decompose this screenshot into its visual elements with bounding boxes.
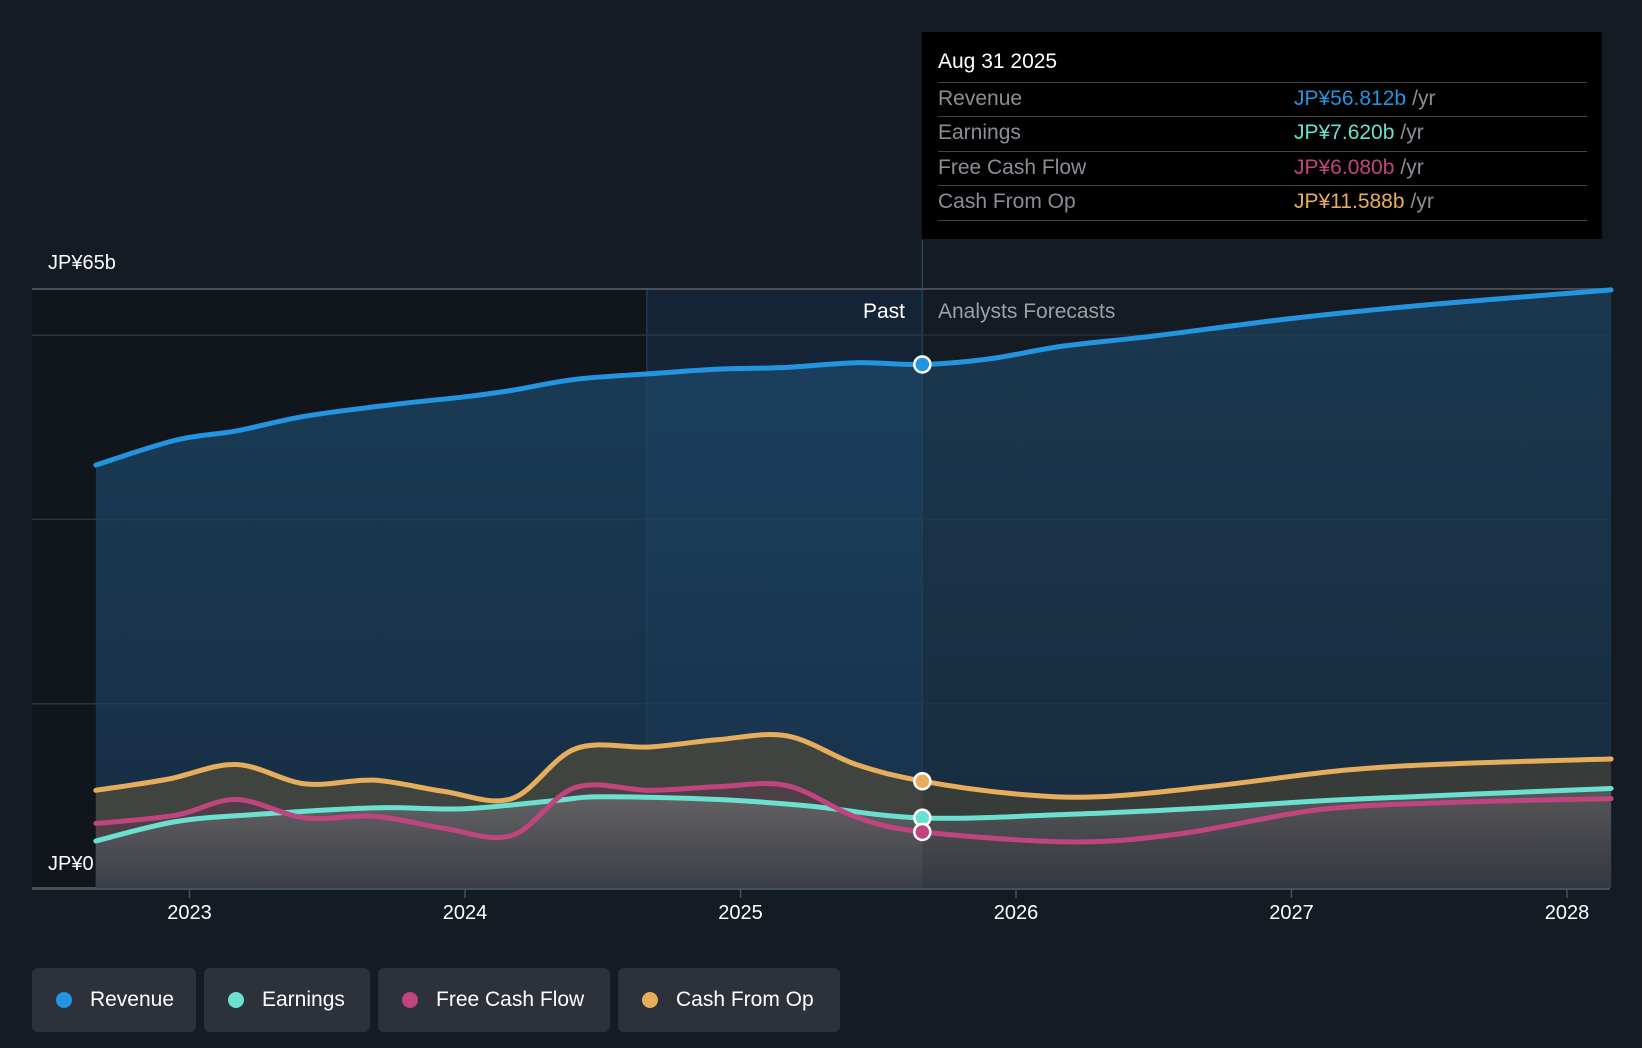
- legend-dot-icon: [56, 992, 72, 1008]
- tooltip-value: JP¥7.620b: [1294, 121, 1395, 144]
- marker-cash-from-op: [913, 771, 932, 791]
- legend-item-revenue[interactable]: Revenue: [32, 968, 196, 1032]
- legend-item-earnings[interactable]: Earnings: [204, 968, 370, 1032]
- legend: Revenue Earnings Free Cash Flow Cash Fro…: [32, 968, 840, 1032]
- legend-label: Free Cash Flow: [436, 988, 585, 1011]
- legend-item-cash-from-op[interactable]: Cash From Op: [618, 968, 840, 1032]
- x-tick-label: 2027: [1269, 902, 1314, 924]
- tooltip-label: Earnings: [938, 121, 1021, 144]
- line-revenue: [93, 287, 1614, 468]
- forecast-label: Analysts Forecasts: [938, 300, 1116, 323]
- forecast-region: [922, 289, 1612, 888]
- marker-revenue: [913, 355, 932, 374]
- x-tick-label: 2025: [718, 902, 763, 924]
- tooltip-unit: /yr: [1400, 156, 1424, 179]
- line-earnings: [93, 785, 1614, 844]
- x-tick-label: 2023: [167, 902, 212, 924]
- tooltip-unit: /yr: [1412, 87, 1436, 110]
- legend-item-free-cash-flow[interactable]: Free Cash Flow: [378, 968, 610, 1032]
- tooltip-unit: /yr: [1410, 190, 1434, 213]
- tooltip-row-revenue: Revenue JP¥56.812b/yr: [938, 82, 1587, 117]
- area-earnings: [95, 788, 1612, 888]
- line-cash-from-op: [93, 732, 1614, 804]
- past-label: Past: [862, 300, 905, 323]
- marker-free-cash-flow: [913, 822, 932, 842]
- tooltip-value: JP¥11.588b: [1294, 190, 1405, 213]
- tooltip-label: Cash From Op: [938, 190, 1076, 213]
- legend-label: Revenue: [89, 988, 174, 1011]
- x-axis: [32, 888, 1610, 898]
- tooltip-label: Revenue: [938, 87, 1023, 110]
- legend-label: Earnings: [262, 988, 345, 1011]
- legend-dot-icon: [642, 992, 658, 1008]
- y-axis-label-max: JP¥65b: [48, 252, 116, 274]
- line-free-cash-flow: [93, 781, 1614, 845]
- tooltip-row-free-cash-flow: Free Cash Flow JP¥6.080b/yr: [938, 151, 1587, 186]
- x-tick-label: 2028: [1544, 902, 1590, 924]
- legend-dot-icon: [228, 992, 244, 1008]
- legend-label: Cash From Op: [676, 988, 814, 1011]
- tooltip: Aug 31 2025 Revenue JP¥56.812b/yr Earnin…: [922, 32, 1602, 239]
- tooltip-row-earnings: Earnings JP¥7.620b/yr: [938, 116, 1587, 151]
- x-tick-label: 2024: [442, 902, 488, 924]
- tooltip-value: JP¥6.080b: [1294, 156, 1395, 179]
- tooltip-unit: /yr: [1400, 121, 1424, 144]
- tooltip-row-cash-from-op: Cash From Op JP¥11.588b/yr: [938, 185, 1587, 221]
- x-tick-label: 2026: [993, 902, 1039, 924]
- area-revenue: [95, 289, 1612, 889]
- legend-dot-icon: [402, 992, 418, 1008]
- tooltip-value: JP¥56.812b: [1294, 87, 1407, 110]
- tooltip-date: Aug 31 2025: [938, 50, 1058, 73]
- tooltip-label: Free Cash Flow: [938, 156, 1087, 179]
- y-axis-label-min: JP¥0: [48, 853, 94, 875]
